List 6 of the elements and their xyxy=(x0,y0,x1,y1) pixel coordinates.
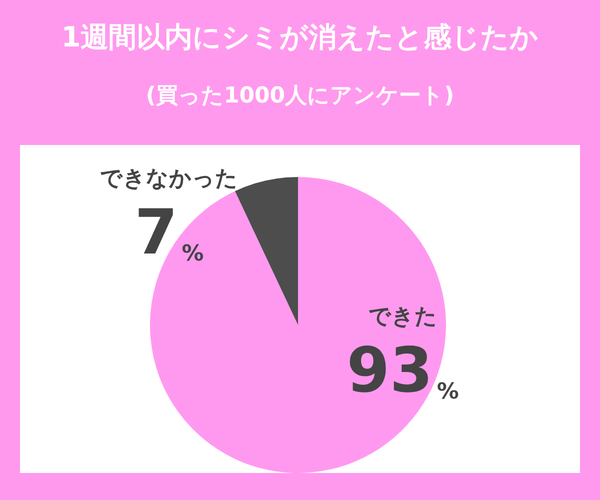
data-label: 7% xyxy=(134,195,204,268)
chart-title: 1週間以内にシミが消えたと感じたか xyxy=(61,20,539,54)
chart-subtitle: (買った1000人にアンケート) xyxy=(146,84,454,108)
data-label: 93% xyxy=(346,334,459,407)
slice-label: できなかった xyxy=(100,166,238,192)
slice-label: できた xyxy=(368,304,438,330)
